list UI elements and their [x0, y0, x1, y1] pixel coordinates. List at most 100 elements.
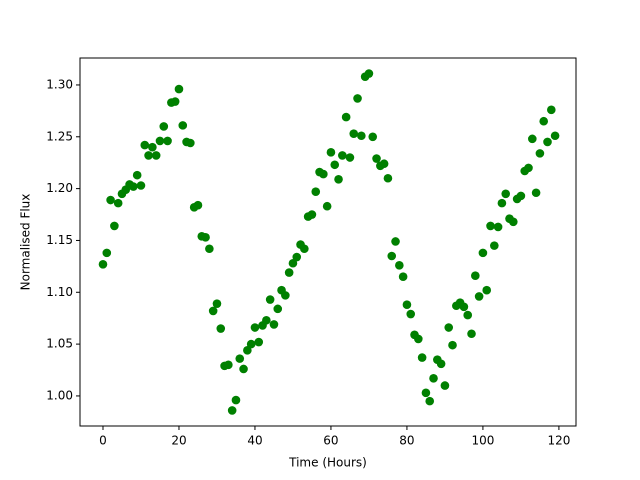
point — [341, 112, 351, 122]
point — [471, 271, 480, 280]
point — [353, 94, 362, 103]
point — [338, 151, 347, 160]
point — [383, 173, 393, 183]
point — [174, 84, 184, 94]
point — [284, 268, 294, 277]
point — [368, 132, 378, 142]
point — [300, 244, 309, 254]
point — [516, 191, 526, 201]
point — [467, 329, 476, 339]
point — [326, 148, 336, 157]
point — [402, 300, 412, 310]
point — [429, 374, 438, 383]
point — [482, 285, 492, 295]
point — [243, 346, 252, 355]
point — [148, 142, 157, 152]
point — [509, 217, 518, 227]
point — [159, 122, 169, 131]
point — [417, 353, 427, 362]
point — [170, 97, 180, 106]
point — [262, 315, 271, 325]
point — [216, 324, 226, 333]
point — [186, 138, 195, 148]
point — [212, 299, 222, 308]
point — [539, 116, 549, 126]
point — [269, 320, 279, 329]
y-tick-label: 1.00 — [46, 388, 73, 402]
x-tick-label: 60 — [323, 434, 338, 448]
plot-frame — [79, 57, 577, 427]
x-tick-label: 40 — [247, 434, 262, 448]
point — [136, 181, 146, 190]
point — [493, 222, 503, 232]
point — [474, 292, 484, 301]
point — [501, 189, 511, 199]
point — [550, 131, 560, 141]
y-tick-label: 1.10 — [46, 285, 73, 299]
point — [319, 169, 328, 179]
point — [322, 201, 332, 211]
point — [345, 153, 355, 162]
y-tick-label: 1.30 — [46, 77, 73, 91]
y-tick-label: 1.15 — [46, 233, 73, 247]
point — [208, 306, 218, 316]
point — [288, 258, 298, 268]
point — [387, 251, 397, 261]
point — [106, 195, 115, 205]
point — [140, 140, 150, 150]
x-tick-label: 100 — [471, 434, 494, 448]
point — [311, 187, 321, 197]
y-axis-label: Normalised Flux — [19, 194, 33, 291]
point — [486, 221, 495, 231]
point — [292, 252, 302, 262]
point — [151, 151, 161, 160]
point — [421, 388, 431, 398]
point — [414, 334, 423, 344]
point — [265, 295, 275, 304]
point — [478, 248, 488, 258]
point — [379, 159, 389, 169]
point — [155, 136, 165, 146]
point — [110, 221, 119, 231]
y-tick-label: 1.25 — [46, 129, 73, 143]
point — [535, 149, 545, 158]
point — [231, 395, 241, 405]
point — [235, 354, 245, 363]
point — [144, 151, 153, 160]
point — [531, 188, 541, 198]
point — [349, 129, 359, 138]
x-tick-label: 20 — [171, 434, 186, 448]
point — [459, 302, 469, 312]
point — [330, 160, 340, 170]
point — [490, 241, 499, 250]
point — [250, 323, 260, 332]
point — [102, 248, 112, 258]
point — [193, 200, 203, 210]
point — [163, 136, 172, 146]
point — [436, 359, 446, 369]
point — [178, 121, 188, 130]
x-tick-label: 120 — [547, 434, 570, 448]
point — [113, 198, 123, 208]
point — [132, 170, 142, 180]
point — [281, 291, 290, 300]
point — [440, 381, 450, 390]
point — [239, 364, 248, 374]
point — [463, 310, 473, 320]
point — [543, 137, 552, 147]
point — [528, 134, 537, 144]
point — [307, 210, 317, 219]
point — [224, 360, 233, 370]
point — [425, 396, 435, 406]
point — [524, 163, 533, 173]
y-tick-label: 1.20 — [46, 181, 73, 195]
point — [254, 337, 264, 347]
y-tick-label: 1.05 — [46, 337, 73, 351]
point — [406, 309, 416, 319]
point — [227, 406, 237, 415]
point — [334, 174, 343, 184]
point — [246, 339, 256, 349]
point — [391, 237, 400, 246]
